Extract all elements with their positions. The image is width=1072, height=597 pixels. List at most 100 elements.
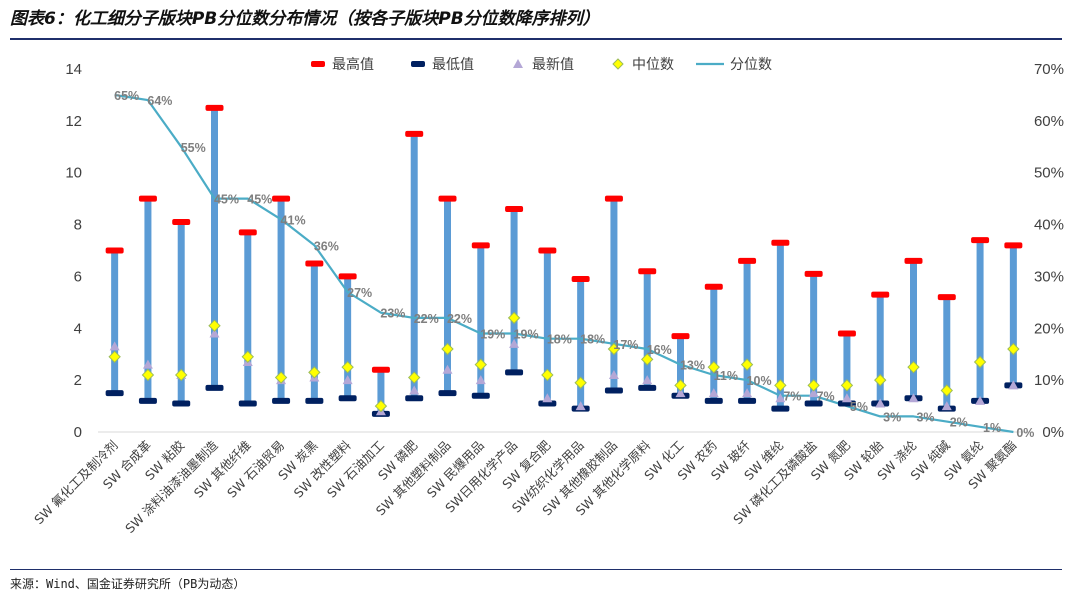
- percentile-data-label: 18%: [547, 333, 572, 347]
- max-marker: [1004, 242, 1023, 249]
- latest-marker: [841, 393, 852, 403]
- latest-marker: [542, 393, 553, 403]
- y-right-tick-label: 20%: [1034, 320, 1064, 337]
- source-note: 来源：Wind、国金证券研究所（PB为动态）: [10, 577, 246, 591]
- legend-swatch: [513, 59, 523, 68]
- median-marker: [940, 384, 953, 397]
- range-bar: [177, 221, 185, 404]
- range-bar: [776, 242, 784, 409]
- max-marker: [704, 283, 723, 290]
- latest-marker: [475, 375, 486, 385]
- max-marker: [971, 237, 990, 244]
- chart-title: 图表6：化工细分子版块PB分位数分布情况（按各子版块PB分位数降序排列）: [10, 9, 600, 29]
- min-marker: [172, 400, 191, 407]
- median-marker: [907, 360, 920, 374]
- percentile-data-label: 45%: [247, 193, 272, 207]
- max-marker: [904, 257, 923, 264]
- max-marker: [738, 257, 757, 264]
- range-bar: [277, 198, 285, 401]
- latest-marker: [509, 338, 520, 348]
- y-right-tick-label: 0%: [1042, 424, 1064, 441]
- latest-marker: [808, 388, 819, 398]
- latest-marker: [642, 375, 653, 385]
- latest-marker: [1008, 380, 1019, 390]
- max-marker: [571, 276, 590, 283]
- percentile-data-label: 18%: [580, 333, 605, 347]
- median-marker: [374, 399, 388, 413]
- range-bar: [1009, 245, 1017, 386]
- range-bar: [111, 250, 119, 394]
- median-marker: [274, 371, 288, 384]
- latest-marker: [575, 401, 586, 411]
- max-marker: [371, 366, 390, 373]
- range-bar: [910, 260, 917, 399]
- range-bar: [643, 271, 651, 388]
- legend-label: 最新值: [532, 57, 574, 73]
- legend-label: 分位数: [730, 57, 772, 73]
- max-marker: [837, 330, 856, 337]
- median-marker: [1007, 342, 1020, 356]
- median-marker: [408, 371, 421, 384]
- percentile-data-label: 5%: [850, 400, 868, 414]
- latest-marker: [109, 341, 120, 351]
- max-marker: [172, 218, 191, 225]
- y-right-tick-label: 30%: [1034, 268, 1064, 285]
- percentile-data-label: 11%: [714, 369, 738, 383]
- max-marker: [238, 229, 257, 236]
- median-marker: [308, 366, 321, 379]
- latest-marker: [742, 388, 753, 398]
- max-marker: [138, 195, 157, 202]
- y-left-tick-label: 4: [74, 320, 82, 337]
- median-marker: [740, 358, 754, 371]
- min-marker: [704, 397, 723, 404]
- latest-marker: [775, 393, 786, 403]
- max-marker: [671, 333, 690, 340]
- title-divider: [10, 38, 1062, 40]
- percentile-data-label: 19%: [480, 327, 505, 341]
- max-marker: [272, 195, 291, 202]
- percentile-data-label: 0%: [1016, 426, 1034, 440]
- latest-marker: [875, 398, 886, 408]
- range-bar: [677, 336, 684, 396]
- percentile-data-label: 22%: [414, 312, 439, 326]
- chart-legend: 最高值 最低值 最新值 中位数 分位数: [311, 56, 772, 73]
- percentile-data-label: 13%: [680, 359, 705, 373]
- y-right-tick-label: 10%: [1034, 372, 1064, 389]
- legend-swatch: [411, 61, 425, 67]
- range-bar: [477, 245, 485, 396]
- median-marker: [641, 353, 654, 366]
- min-marker: [305, 397, 324, 404]
- max-marker: [937, 294, 956, 301]
- range-bar: [444, 198, 451, 394]
- latest-marker: [209, 328, 220, 338]
- value-markers: [105, 104, 1023, 417]
- legend-swatch: [311, 61, 325, 67]
- min-marker: [205, 384, 224, 391]
- chart-axes: 0 2 4 6 8 10 12 14 0% 10% 20% 30% 40% 50% 60% 70%: [65, 61, 1064, 441]
- y-right-tick-label: 50%: [1034, 165, 1064, 182]
- range-bar: [344, 276, 352, 399]
- min-marker: [238, 400, 257, 407]
- range-bar: [510, 209, 518, 373]
- range-bar: [310, 263, 318, 401]
- y-left-tick-label: 10: [65, 165, 82, 182]
- legend-label: 最低值: [432, 57, 474, 73]
- range-bar: [377, 369, 385, 414]
- max-marker: [604, 195, 623, 202]
- percentile-data-label: 16%: [647, 343, 672, 357]
- range-bar: [943, 297, 951, 409]
- percentile-data-label: 22%: [447, 312, 472, 326]
- median-marker: [607, 342, 621, 356]
- y-left-tick-label: 0: [74, 424, 82, 441]
- latest-marker: [442, 364, 453, 374]
- min-marker: [272, 397, 291, 404]
- median-marker: [441, 342, 454, 356]
- min-marker: [338, 395, 357, 402]
- percentile-data-label: 36%: [314, 239, 339, 253]
- range-bars: [111, 107, 1017, 414]
- percentile-data-label: 2%: [950, 416, 968, 430]
- range-bar: [876, 294, 884, 404]
- max-marker: [804, 270, 823, 277]
- median-marker: [541, 368, 554, 382]
